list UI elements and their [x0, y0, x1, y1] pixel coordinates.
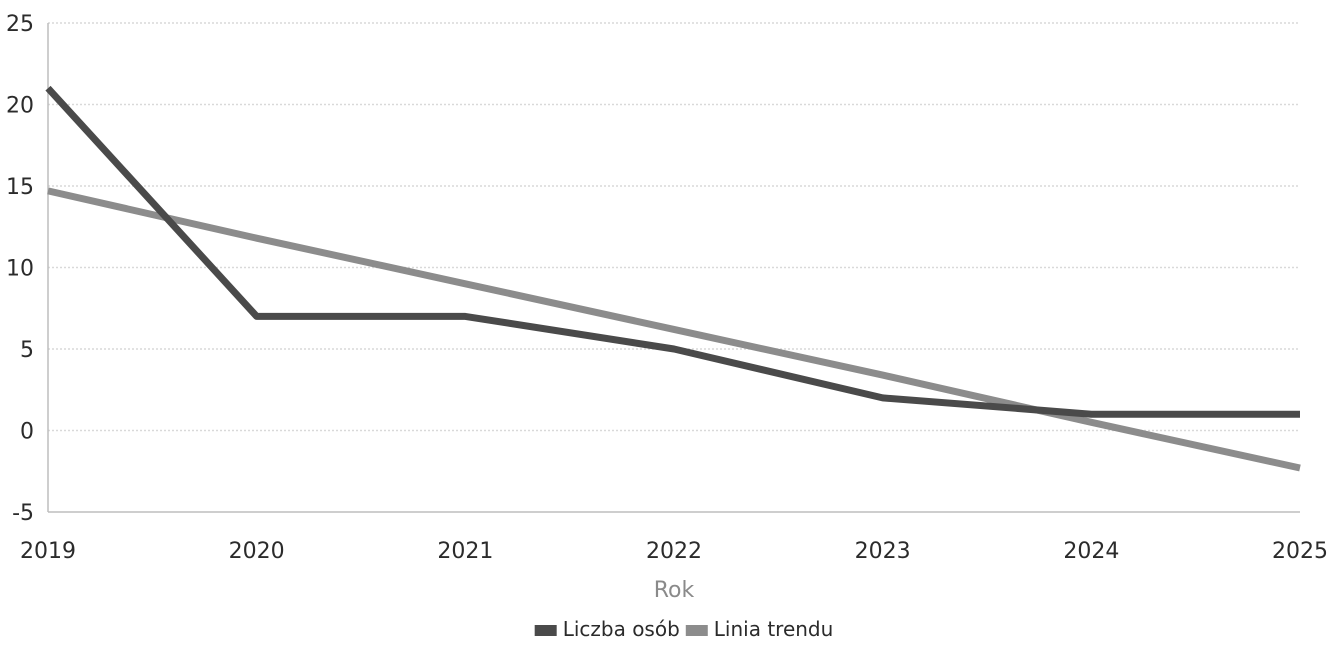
- x-tick-label: 2022: [646, 539, 702, 564]
- y-tick-label: 0: [20, 420, 34, 445]
- series-line-linia-trendu: [47, 187, 1301, 472]
- x-tick-label: 2024: [1063, 539, 1119, 564]
- x-axis-ticks: 2019 2020 2021 2022 2023 2024 2025: [20, 539, 1327, 564]
- x-tick-label: 2021: [437, 539, 493, 564]
- y-tick-label: 15: [6, 175, 34, 200]
- x-tick-label: 2019: [20, 539, 76, 564]
- legend-label: Linia trendu: [714, 617, 834, 641]
- legend-item: Liczba osób: [534, 617, 680, 641]
- y-tick-label: 20: [6, 94, 34, 119]
- legend-swatch: [534, 625, 557, 636]
- y-tick-label: -5: [12, 501, 34, 526]
- series-line-liczba-osób: [45, 85, 1300, 418]
- legend-label: Liczba osób: [563, 617, 680, 641]
- series-lines: [45, 85, 1301, 472]
- y-tick-label: 25: [6, 12, 34, 37]
- grid-lines: [47, 22, 1300, 513]
- y-tick-label: 10: [6, 257, 34, 282]
- legend: Liczba osób Linia trendu: [534, 617, 834, 641]
- x-axis-title: Rok: [654, 578, 695, 603]
- y-tick-label: 5: [20, 338, 34, 363]
- x-tick-label: 2025: [1272, 539, 1327, 564]
- y-axis-ticks: 25 20 15 10 5 0 -5: [6, 12, 34, 526]
- x-tick-label: 2023: [855, 539, 911, 564]
- legend-swatch: [685, 625, 708, 636]
- x-tick-label: 2020: [229, 539, 285, 564]
- legend-item: Linia trendu: [685, 617, 834, 641]
